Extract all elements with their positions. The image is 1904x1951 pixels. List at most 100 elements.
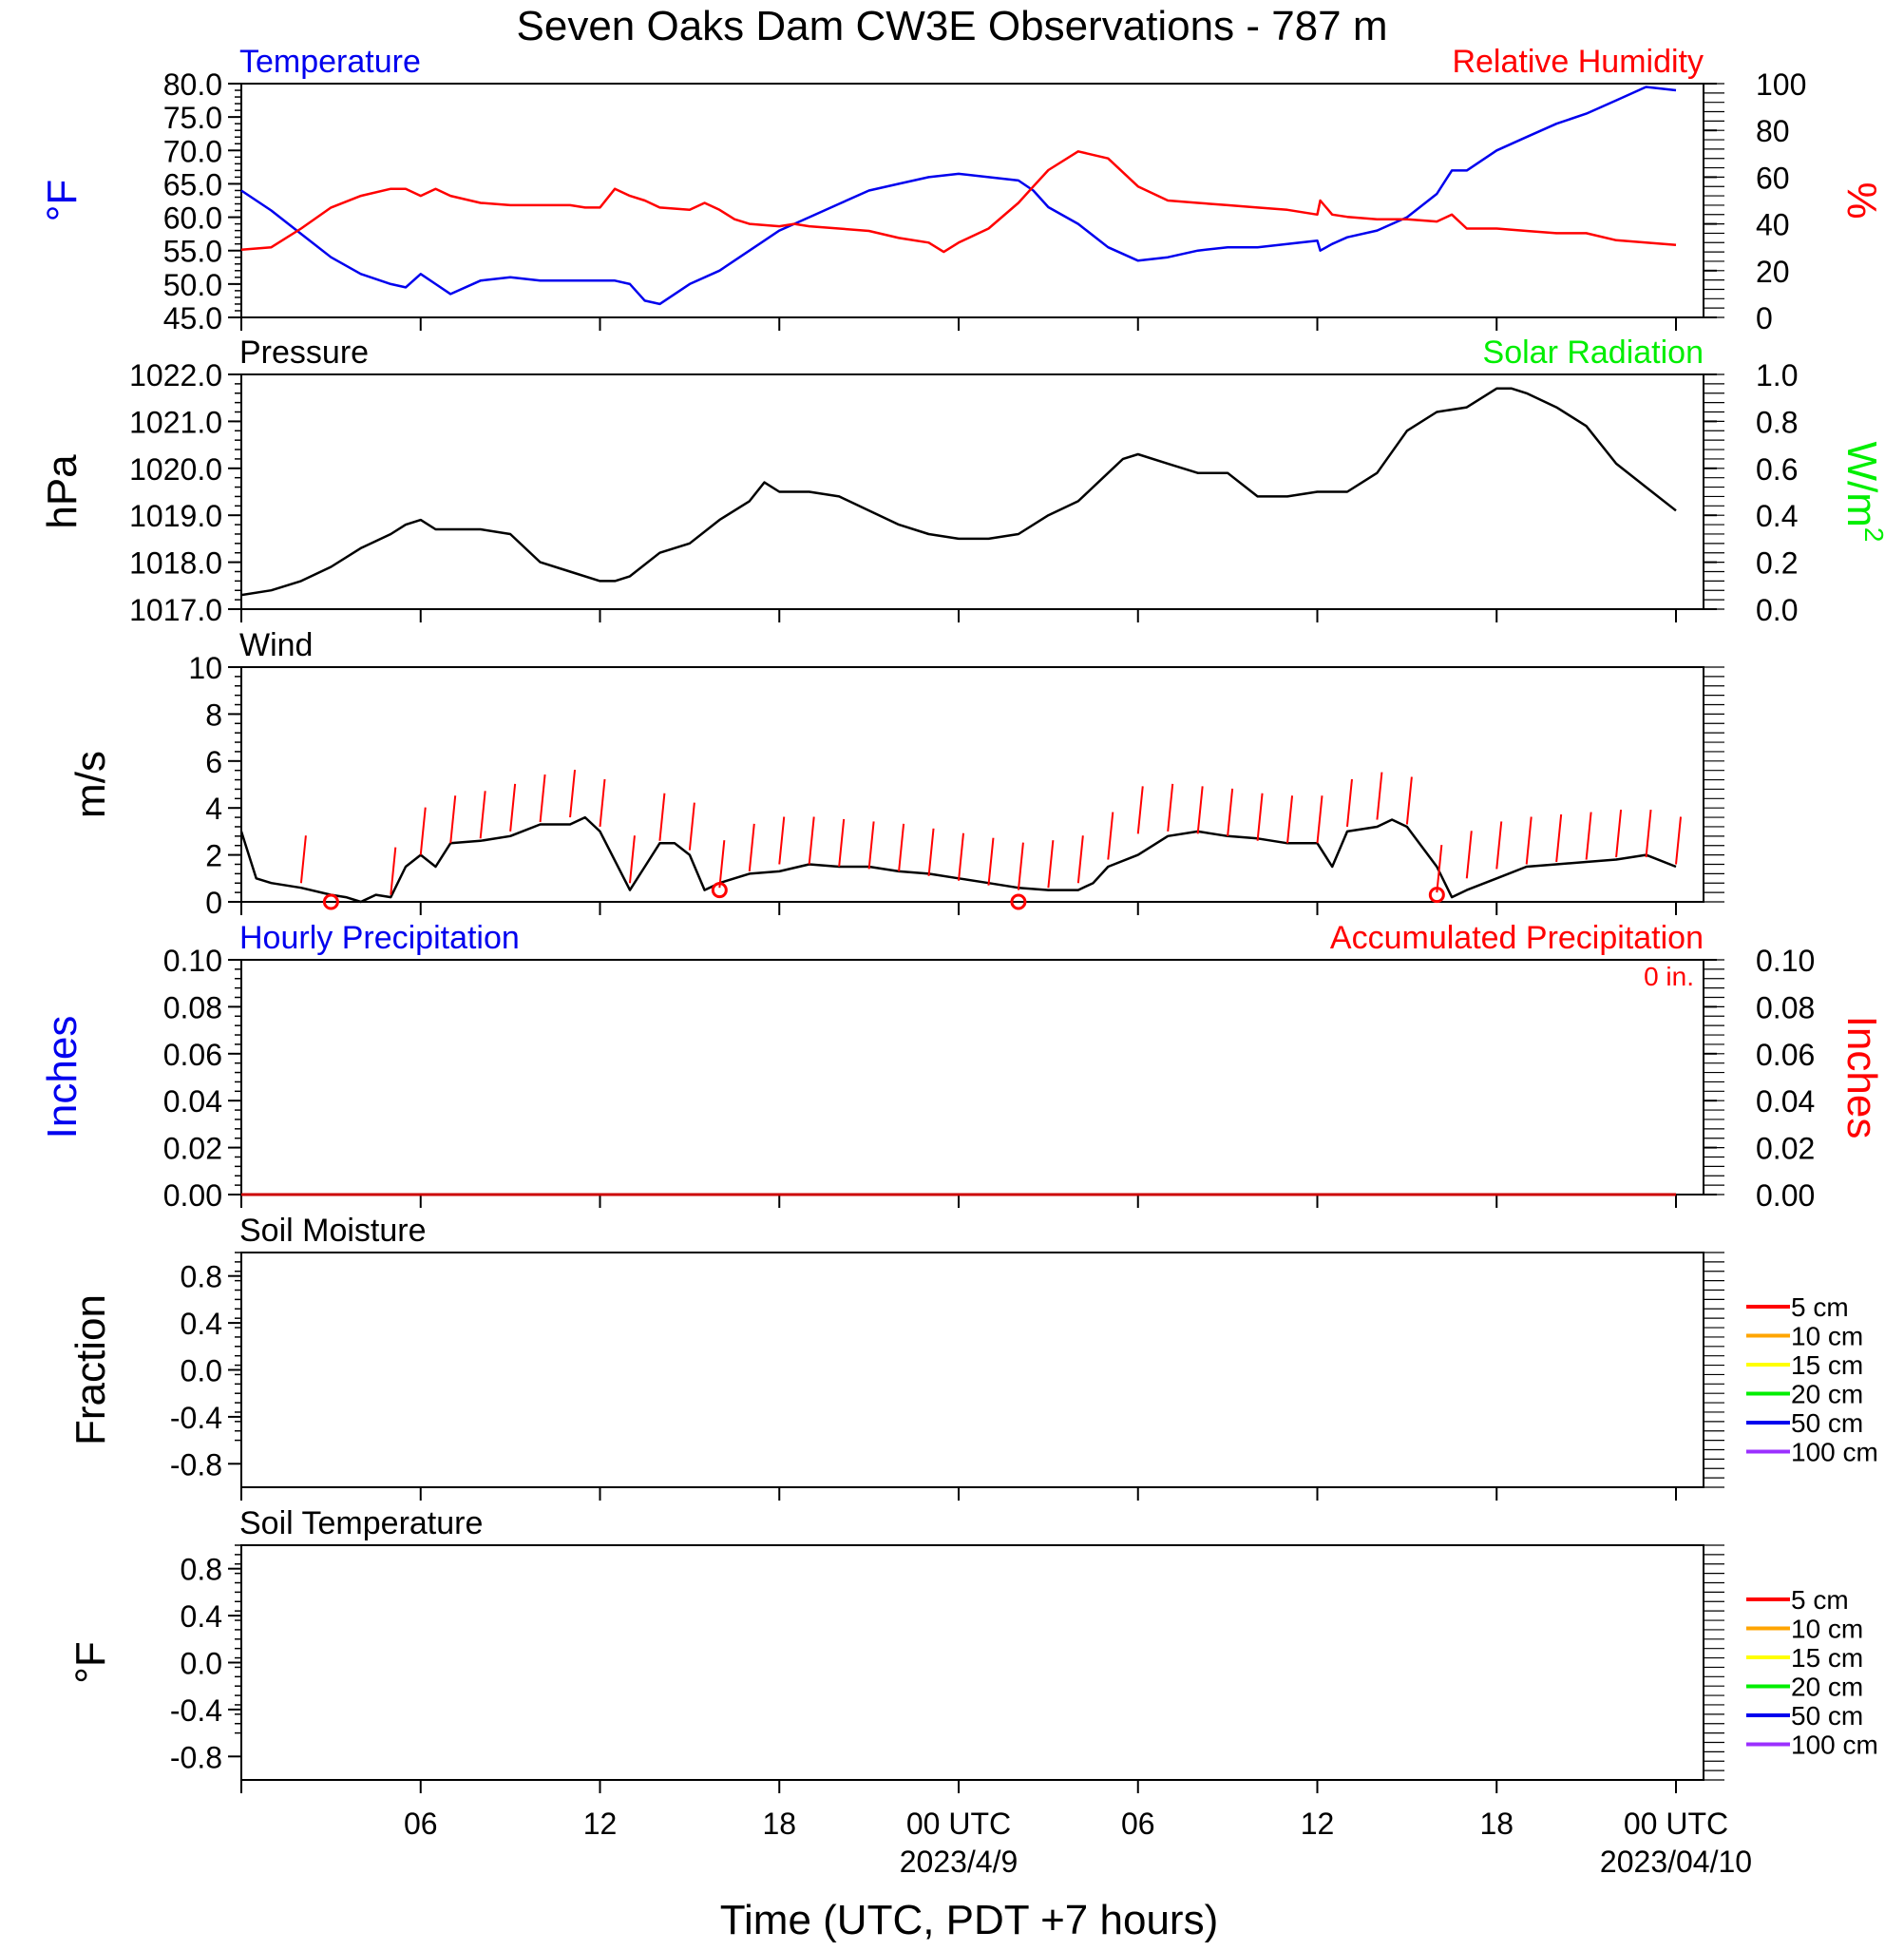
- calm-marker: [1010, 893, 1027, 910]
- x-tick-label: 18: [1479, 1807, 1514, 1841]
- y-tick-label: 0.10: [163, 944, 222, 978]
- wind-barb: [1047, 840, 1055, 889]
- panel-left-title: Temperature: [239, 44, 421, 80]
- plot-frame: [240, 373, 1704, 610]
- y-tick-label: -0.8: [170, 1740, 222, 1774]
- y-tick-label: 60.0: [163, 201, 222, 236]
- wind-barb: [927, 828, 935, 876]
- y-axis-title: m/s: [67, 751, 114, 818]
- y-right-tick-label: 0.06: [1756, 1038, 1815, 1072]
- x-tick-marks: [240, 1487, 1677, 1501]
- panel-1: 80.075.070.065.060.055.050.045.0 100 80 60 4…: [39, 44, 1885, 335]
- y-right-axis-title-text: W/m2: [1838, 442, 1889, 543]
- x-tick-marks: [240, 902, 1677, 915]
- y-tick-label: 0.8: [181, 1553, 222, 1587]
- y-tick-label: 70.0: [163, 134, 222, 168]
- wind-barb: [479, 791, 486, 839]
- y-right-tick-label: 0.6: [1756, 452, 1798, 487]
- y-tick-label: 0.4: [181, 1307, 222, 1341]
- wind-barb: [1615, 809, 1623, 858]
- wind-barb: [390, 847, 397, 895]
- wind-barb: [1585, 812, 1592, 860]
- panel-5: 0.8 0.4 0.0 -0.4 -0.8 Soil Moisture Fraction 5 …: [67, 1213, 1878, 1501]
- x-tick-marks: [240, 1195, 1677, 1208]
- legend-label: 20 cm: [1791, 1380, 1863, 1409]
- wind-barb: [1345, 778, 1353, 828]
- plot-frame: [240, 1544, 1704, 1781]
- y-tick-label: -0.8: [170, 1447, 222, 1482]
- wind-barb: [778, 816, 786, 865]
- wind-barb: [867, 821, 875, 870]
- wind-barb: [1017, 842, 1024, 890]
- x-date-label: 2023/4/9: [900, 1845, 1019, 1879]
- y-right-axis-title-text: Inches: [1838, 1016, 1885, 1139]
- wind-barb: [1316, 795, 1323, 844]
- wind-barb: [509, 783, 517, 832]
- y-tick-label: 0.02: [163, 1132, 222, 1166]
- y-right-tick-label: 0.00: [1756, 1178, 1815, 1213]
- y-right-tick-label: 0.02: [1756, 1132, 1815, 1166]
- legend-label: 50 cm: [1791, 1701, 1863, 1731]
- y-tick-label: 45.0: [163, 301, 222, 335]
- y-tick-label: 1020.0: [129, 452, 222, 487]
- plot-frame: [240, 666, 1704, 903]
- calm-marker: [322, 893, 339, 910]
- legend-label: 10 cm: [1791, 1615, 1863, 1644]
- wind-barb: [1405, 776, 1413, 825]
- plot-frame: [240, 83, 1704, 318]
- x-tick-label: 00 UTC: [906, 1807, 1011, 1841]
- x-tick-label: 12: [1301, 1807, 1335, 1841]
- y-right-axis-title-superscript: 2: [1859, 527, 1889, 543]
- wind-barb: [1495, 821, 1503, 870]
- wind-barb: [748, 823, 755, 871]
- y-axis-title: °F: [39, 180, 86, 221]
- series-line-wind: [239, 815, 1677, 904]
- legend-label: 100 cm: [1791, 1438, 1878, 1467]
- y-tick-label: 0.00: [163, 1178, 222, 1213]
- wind-barb: [628, 835, 636, 884]
- panel-left-title: Pressure: [239, 335, 369, 371]
- y-axis-title: Fraction: [67, 1294, 114, 1445]
- x-axis-title: Time (UTC, PDT +7 hours): [720, 1897, 1218, 1943]
- legend-label: 100 cm: [1791, 1731, 1878, 1760]
- wind-barb: [838, 818, 846, 868]
- y-right-tick-label: 80: [1756, 114, 1790, 148]
- x-date-label: 2023/04/10: [1600, 1845, 1752, 1879]
- x-tick-marks: [240, 609, 1677, 622]
- y-right-tick-label: 0.0: [1756, 593, 1798, 627]
- y-tick-label: 65.0: [163, 167, 222, 201]
- y-tick-label: 0.08: [163, 990, 222, 1024]
- y-tick-label: 75.0: [163, 101, 222, 135]
- plot-frame: [240, 959, 1704, 1195]
- wind-barb: [1076, 835, 1084, 884]
- y-right-tick-label: 0.4: [1756, 499, 1798, 533]
- y-tick-label: 0.0: [181, 1354, 222, 1388]
- panel-left-title: Hourly Precipitation: [239, 920, 520, 956]
- y-tick-label: 0: [205, 886, 222, 920]
- wind-barb: [1436, 845, 1443, 893]
- wind-barb: [1555, 813, 1563, 863]
- y-tick-label: 0.06: [163, 1038, 222, 1072]
- legend-label: 15 cm: [1791, 1350, 1863, 1380]
- wind-barb: [1227, 788, 1234, 836]
- legend-label: 50 cm: [1791, 1408, 1863, 1438]
- y-axis-title: Inches: [39, 1016, 86, 1139]
- y-tick-label: 8: [205, 698, 222, 732]
- wind-barb: [688, 802, 695, 851]
- panel-3: 10 8 6 4 2 0 Wind m/s: [67, 627, 1724, 920]
- wind-barb: [1286, 795, 1294, 844]
- y-right-tick-label: 60: [1756, 161, 1790, 195]
- panel-right-title: Solar Radiation: [1483, 335, 1704, 371]
- wind-barb: [1167, 783, 1174, 832]
- y-tick-label: 1018.0: [129, 546, 222, 581]
- wind-barb: [1256, 793, 1264, 841]
- wind-barb: [1525, 816, 1533, 865]
- y-right-tick-label: 0.08: [1756, 990, 1815, 1024]
- y-tick-label: 2: [205, 839, 222, 873]
- wind-barb: [1107, 812, 1114, 860]
- x-tick-label: 00 UTC: [1624, 1807, 1728, 1841]
- y-right-axis-title-text: %: [1838, 182, 1885, 219]
- y-axis-title: hPa: [39, 454, 86, 529]
